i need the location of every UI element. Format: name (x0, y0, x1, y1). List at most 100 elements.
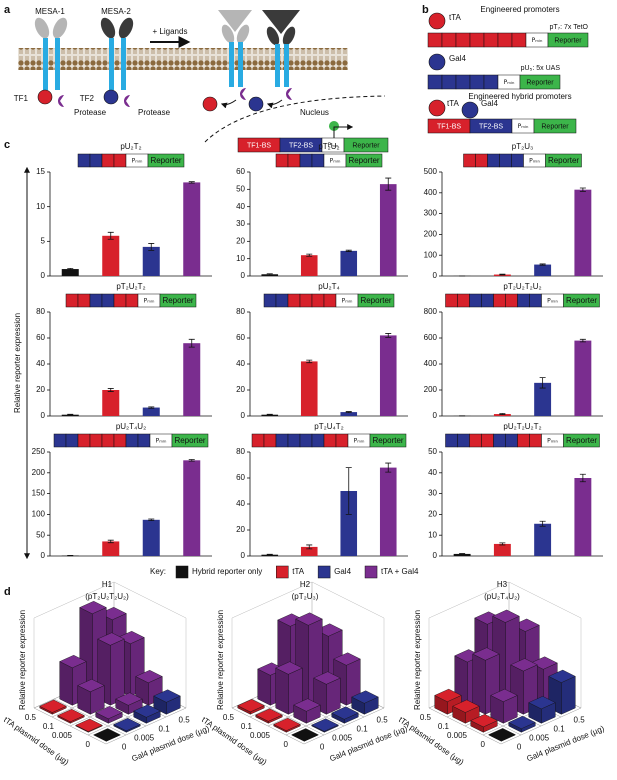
z-axis-label: Relative reporter expression (18, 610, 27, 710)
y-tick-label: 80 (36, 307, 45, 316)
bar-top (77, 678, 105, 693)
error-bar (148, 518, 155, 522)
error-bar (188, 338, 195, 348)
bar-shade (508, 722, 522, 733)
y-tick-label: 0.005 (250, 731, 271, 740)
bar-shade (126, 724, 141, 733)
bar (379, 467, 397, 556)
y-tick-label: 40 (236, 499, 245, 508)
y-tick-label: 0 (433, 271, 438, 280)
bar3d (351, 690, 379, 715)
reporter-label: Reporter (541, 123, 569, 130)
binding-site (445, 433, 458, 448)
gal4-circle (461, 101, 479, 119)
section-title: Engineered hybrid promoters (468, 92, 571, 101)
mesa2-domain (118, 17, 134, 39)
bar-shade (268, 715, 283, 724)
bar-top (39, 699, 67, 713)
bar (142, 407, 160, 416)
bar3d (113, 717, 141, 733)
y-tick-label: 0 (481, 740, 486, 749)
binding-site (475, 153, 488, 168)
gal4-label: Gal4 (449, 54, 466, 63)
x-axis-label: Gal4 plasmid dose (µg) (525, 724, 606, 764)
error-bar (148, 243, 155, 251)
chart-title: pT₂U₂T₂U₂ (503, 282, 541, 291)
chart-title: pT₂U₂ (318, 142, 339, 151)
bar (493, 414, 511, 416)
bar-top (492, 609, 520, 623)
error-bar (579, 338, 586, 343)
bar-shade (133, 711, 147, 724)
bar3d (153, 689, 181, 715)
error-bar (188, 459, 195, 462)
error-bar (67, 267, 74, 271)
y-tick-label: 30 (428, 489, 437, 498)
bar-top (95, 705, 123, 720)
bar-shade (452, 706, 466, 724)
bar (142, 246, 160, 276)
reporter-block (357, 293, 395, 308)
binding-site (469, 293, 482, 308)
bar3d (293, 698, 321, 724)
panel-label: c (4, 139, 10, 151)
key-title: Key: (150, 567, 166, 576)
bar-top (510, 658, 538, 672)
reporter-label: Reporter (162, 296, 193, 305)
y-tick-label: 50 (36, 530, 45, 539)
y-tick-label: 40 (428, 468, 437, 477)
bar (61, 269, 79, 276)
pt7-label: pT₇: 7x TetO (550, 24, 589, 31)
mesa1-chain (43, 38, 48, 90)
bar-top (237, 699, 265, 713)
protease-shape (58, 95, 64, 107)
bar3d (311, 718, 339, 733)
bar (379, 184, 397, 276)
pmin-label: Pₘᵢₙ (330, 158, 341, 165)
error-bar (499, 273, 506, 276)
ligand-1 (218, 10, 252, 32)
key-swatch (276, 565, 289, 579)
bar-chart: 0 10 20 30 40 50 pU₂T₂U₂T₂ Pₘᵢₙ Reporter (428, 422, 603, 560)
protease-label: Protease (138, 108, 171, 117)
ligands-label: + Ligands (153, 27, 188, 36)
bar-chart: 0 5 10 15 pU₂T₂ Pₘᵢₙ Reporter (36, 142, 212, 280)
bar-top (313, 671, 341, 685)
bar-shade (293, 705, 307, 724)
bar-shade (39, 706, 53, 715)
y-tick-label: 0 (241, 551, 246, 560)
binding-site (493, 293, 506, 308)
y-tick-label: 0 (41, 411, 46, 420)
bar (534, 264, 552, 276)
bar-top (57, 708, 85, 723)
reporter-label: Reporter (566, 436, 597, 445)
binding-site (517, 433, 530, 448)
reporter-block (545, 153, 582, 168)
y-tick-label: 20 (236, 385, 245, 394)
bar (183, 460, 201, 556)
x-tick-label: 0.1 (159, 725, 171, 734)
bar (340, 412, 358, 416)
bar-shade (470, 720, 484, 733)
bar-shade (351, 697, 365, 715)
mesa2-domain (100, 17, 116, 39)
tf2-bs-label: TF2-BS (289, 142, 313, 149)
x-tick-label: 0 (320, 743, 325, 752)
binding-site (517, 293, 530, 308)
bar (379, 335, 397, 416)
y-tick-label: 0.005 (447, 731, 468, 740)
bar-shade (255, 715, 269, 724)
key-label: tTA (292, 567, 305, 576)
bar-shade (483, 720, 498, 733)
error-bar (385, 177, 392, 191)
error-bar (107, 231, 114, 240)
cleave-arrow (220, 99, 237, 109)
chart-subtitle: (pU₂T₄U₂) (484, 592, 520, 601)
bar-top (153, 689, 181, 703)
bar-shade (472, 654, 486, 715)
pmin-label: Pₘᵢₙ (132, 158, 143, 165)
error-bar (306, 359, 313, 364)
bar3d (95, 705, 123, 724)
